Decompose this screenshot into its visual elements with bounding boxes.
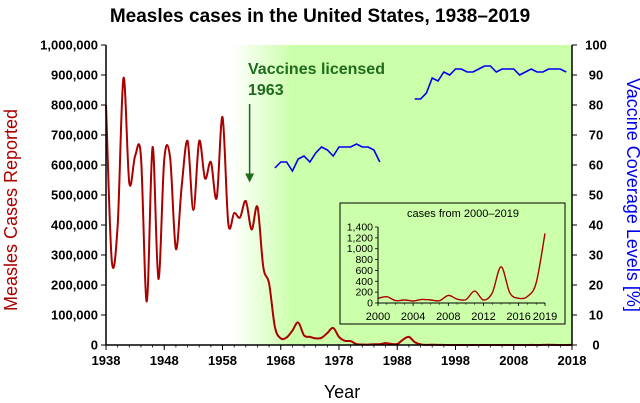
x-tick-label: 1998 [441, 353, 470, 368]
y2-tick-label: 10 [589, 308, 603, 323]
y-tick-label: 1,000,000 [40, 38, 98, 53]
inset-x-tick-label: 2004 [401, 311, 425, 323]
x-tick-label: 1978 [325, 353, 354, 368]
y-tick-label: 400,000 [51, 218, 98, 233]
y2-tick-label: 90 [589, 68, 603, 83]
annotation-year-1963: 1963 [248, 82, 284, 99]
x-tick-label: 2008 [499, 353, 528, 368]
y2-tick-label: 30 [589, 248, 603, 263]
inset-y-tick-label: 1,000 [347, 243, 373, 255]
y2-tick-label: 70 [589, 128, 603, 143]
vaccine-era-shading [231, 45, 572, 345]
inset-y-tick-label: 200 [355, 287, 373, 299]
y-tick-label: 700,000 [51, 128, 98, 143]
y-tick-label: 100,000 [51, 308, 98, 323]
x-tick-label: 1948 [150, 353, 179, 368]
y2-tick-label: 80 [589, 98, 603, 113]
y-tick-label: 800,000 [51, 98, 98, 113]
y2-tick-label: 50 [589, 188, 603, 203]
inset-y-tick-label: 400 [355, 276, 373, 288]
inset-x-tick-label: 2019 [533, 311, 557, 323]
y2-tick-label: 40 [589, 218, 603, 233]
chart-title: Measles cases in the United States, 1938… [110, 6, 530, 27]
series-vaccine-coverage-line-2 [414, 65, 567, 100]
inset-chart: cases from 2000–2019 2000 2004 2008 2012 201… [339, 202, 566, 325]
inset-x-tick-label: 2016 [506, 311, 530, 323]
x-axis-ticks: 1938 1948 1958 1968 1978 1988 1998 2008 2018 [92, 345, 587, 368]
y2-axis-label: Vaccine Coverage Levels [%] [623, 78, 640, 312]
inset-background [339, 202, 566, 325]
inset-x-tick-label: 2008 [436, 311, 460, 323]
y2-tick-label: 60 [589, 158, 603, 173]
axes-frame [105, 45, 573, 346]
y-tick-label: 0 [91, 338, 98, 353]
y2-tick-label: 100 [585, 38, 607, 53]
x-tick-label: 1958 [208, 353, 237, 368]
x-tick-label: 1968 [266, 353, 295, 368]
y-axis-ticks: 0 100,000 200,000 300,000 400,000 500,000 600,… [40, 38, 106, 353]
inset-y-tick-label: 1,200 [347, 232, 373, 244]
inset-x-tick-label: 2012 [471, 311, 495, 323]
inset-series-line [377, 233, 546, 302]
annotation-vaccines-licensed: Vaccines licensed [248, 61, 385, 78]
y-tick-label: 300,000 [51, 248, 98, 263]
x-tick-label: 1988 [383, 353, 412, 368]
x-tick-label: 1938 [92, 353, 121, 368]
y-axis-label: Measles Cases Reported [1, 109, 21, 311]
inset-x-tick-label: 2000 [366, 311, 390, 323]
x-tick-label: 2018 [558, 353, 587, 368]
y-tick-label: 200,000 [51, 278, 98, 293]
y-tick-label: 600,000 [51, 158, 98, 173]
inset-axes-frame [377, 227, 545, 304]
y2-tick-label: 20 [589, 278, 603, 293]
inset-x-axis-ticks: 2000 2004 2008 2012 2016 2019 [366, 303, 557, 323]
y2-tick-label: 0 [592, 338, 599, 353]
inset-y-tick-label: 1,400 [347, 222, 373, 234]
inset-y-tick-label: 600 [355, 265, 373, 277]
y-tick-label: 900,000 [51, 68, 98, 83]
y-tick-label: 500,000 [51, 188, 98, 203]
y2-axis-ticks: 0 10 20 30 40 50 60 70 80 90 100 [572, 38, 607, 353]
inset-title: cases from 2000–2019 [407, 208, 519, 220]
inset-y-tick-label: 800 [355, 254, 373, 266]
inset-y-tick-label: 0 [367, 298, 373, 310]
series-vaccine-coverage-line-1 [274, 143, 381, 173]
x-axis-label: Year [324, 382, 360, 402]
